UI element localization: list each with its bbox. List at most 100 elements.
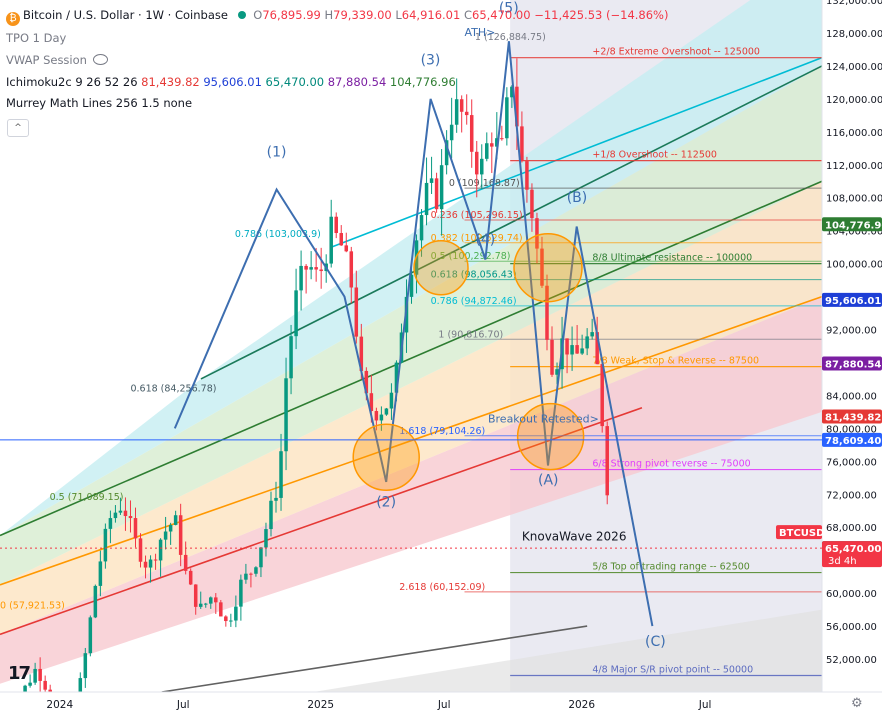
candle-body [279,451,283,498]
candle-body [339,233,344,246]
candle-body [394,362,399,393]
candle-body [464,111,469,116]
candle-body [565,338,569,355]
candle-body [490,143,494,147]
candle-body [229,620,233,622]
candle-body [419,215,424,241]
candle-body [454,99,459,125]
candle-body [510,86,514,98]
symbol-header[interactable]: ₿ Bitcoin / U.S. Dollar · 1W · Coinbase O… [6,8,668,26]
price-tag-label: 78,609.40 [825,436,881,447]
candle-body [289,336,293,379]
tpo-indicator[interactable]: TPO 1 Day [6,31,66,45]
vwap-label: VWAP Session [6,53,87,67]
candle-body [153,559,158,561]
price-tag [776,525,822,540]
band-orange [0,181,822,635]
candle-body [469,115,474,152]
candle-body [113,512,118,519]
murrey-label: +2/8 Extreme Overshoot -- 125000 [592,47,760,58]
candle-body [133,518,138,539]
candle-body [254,567,258,574]
candle-body [334,216,338,234]
x-tick-label: Jul [176,699,190,711]
highlight-circle [513,232,583,303]
candle-body [354,287,359,337]
low-value: 64,916.01 [401,8,461,22]
candle-body [158,539,163,561]
collapse-legend-button[interactable]: ^ [7,119,29,137]
candle-body [198,603,203,607]
change-value: −11,425.53 (−14.86%) [534,8,669,22]
ichimoku-value: 87,880.54 [327,75,390,89]
y-tick-label: 84,000.00 [826,391,877,402]
murrey-label: 6/8 Strong pivot reverse -- 75000 [592,459,750,470]
price-tag-countdown: 3d 4h [828,556,857,567]
settings-gear-icon[interactable]: ⚙ [851,696,863,711]
fib-level-label: 0.786 (94,872.46) [431,296,517,307]
candle-body [605,426,609,496]
y-tick-label: 104,000.00 [826,227,882,238]
open-label: O [253,8,263,22]
fib-level-label: 0.618 (98,056.43) [431,270,517,281]
candle-body [299,265,303,291]
breakout-annotation: Breakout Retested> [488,413,599,426]
channel-grey-line [161,625,588,693]
elliott-wave-label: (1) [267,145,287,161]
vwap-indicator[interactable]: VWAP Session [6,53,108,67]
y-tick-label: 100,000.00 [826,260,882,271]
price-tag [822,292,882,307]
ichimoku-value: 65,470.00 [265,75,328,89]
candle-body [520,126,524,162]
y-tick-label: 112,000.00 [826,161,882,172]
candle-body [143,561,148,568]
price-tag-label: 104,776.96 [825,220,882,231]
fib-level-label: 0.618 (84,256.78) [130,383,216,394]
ichimoku-indicator[interactable]: Ichimoku2c 9 26 52 26 81,439.82 95,606.0… [6,75,456,89]
candle-body [329,216,333,264]
candle-body [314,267,318,270]
candle-body [93,585,98,618]
candle-body [219,602,223,617]
candle-body [495,138,499,147]
murrey-label: 7/8 Weak, Stop & Reverse -- 87500 [592,356,759,367]
y-tick-label: 52,000.00 [826,655,877,666]
elliott-wave-label: (B) [567,190,588,206]
highlight-circle [352,423,420,491]
candle-body [183,554,188,571]
candle-body [269,500,273,530]
candle-body [379,414,384,421]
candle-body [118,510,123,513]
candle-body [319,269,323,272]
elliott-wave-label: (A) [538,472,559,488]
candle-body [575,345,579,354]
ichimoku-value: 81,439.82 [141,75,204,89]
time-axis-bg [0,692,882,716]
band-green [0,65,822,585]
open-value: 76,895.99 [262,8,321,22]
candle-body [128,516,133,519]
candle-body [43,680,47,690]
murrey-label: Murrey Math Lines 256 1.5 none [6,96,193,110]
murrey-label: 8/8 Ultimate resistance -- 100000 [592,253,752,264]
candle-body [249,573,253,575]
candle-body [234,606,238,621]
status-dot [237,11,246,19]
y-tick-label: 68,000.00 [826,523,877,534]
candle-body [28,682,32,686]
candle-body [485,143,489,159]
candle-body [600,364,604,427]
candle-body [525,161,529,190]
price-tag-label: 65,470.00 [825,544,881,555]
candle-body [505,97,509,139]
eye-hidden-icon[interactable] [92,54,108,65]
y-tick-label: 132,000.00 [826,0,882,7]
candle-body [188,570,193,585]
ichimoku-values: 81,439.82 95,606.01 65,470.00 87,880.54 … [141,75,456,89]
candle-body [535,218,539,249]
murrey-indicator[interactable]: Murrey Math Lines 256 1.5 none [6,96,192,110]
price-tag-label: 87,880.54 [825,359,881,370]
candle-body [123,510,128,517]
ichimoku-value: 95,606.01 [203,75,266,89]
